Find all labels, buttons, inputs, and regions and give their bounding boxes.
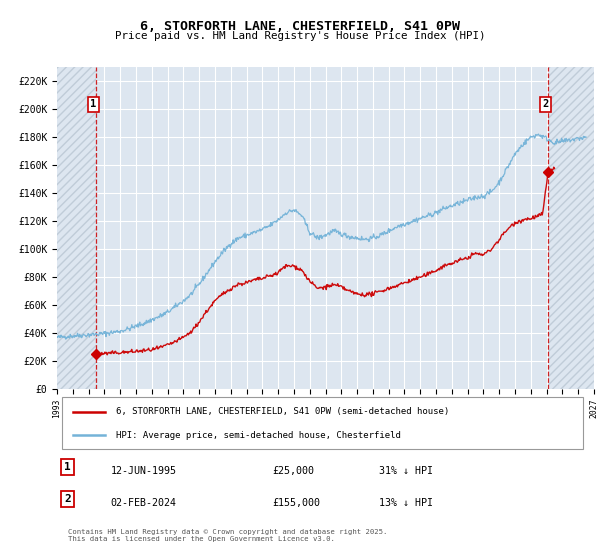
Text: HPI: Average price, semi-detached house, Chesterfield: HPI: Average price, semi-detached house,… [116, 431, 401, 440]
Text: 6, STORFORTH LANE, CHESTERFIELD, S41 0PW (semi-detached house): 6, STORFORTH LANE, CHESTERFIELD, S41 0PW… [116, 407, 449, 416]
Text: 2: 2 [542, 99, 549, 109]
Text: 1: 1 [90, 99, 97, 109]
Text: 13% ↓ HPI: 13% ↓ HPI [379, 498, 433, 508]
Text: 6, STORFORTH LANE, CHESTERFIELD, S41 0PW: 6, STORFORTH LANE, CHESTERFIELD, S41 0PW [140, 20, 460, 32]
Text: 12-JUN-1995: 12-JUN-1995 [111, 466, 176, 475]
Text: Contains HM Land Registry data © Crown copyright and database right 2025.
This d: Contains HM Land Registry data © Crown c… [68, 529, 387, 542]
Text: 02-FEB-2024: 02-FEB-2024 [111, 498, 176, 508]
Text: £155,000: £155,000 [272, 498, 320, 508]
FancyBboxPatch shape [62, 397, 583, 449]
Text: £25,000: £25,000 [272, 466, 314, 475]
Text: 2: 2 [64, 494, 71, 504]
Text: 1: 1 [64, 461, 71, 472]
Text: Price paid vs. HM Land Registry's House Price Index (HPI): Price paid vs. HM Land Registry's House … [115, 31, 485, 41]
Text: 31% ↓ HPI: 31% ↓ HPI [379, 466, 433, 475]
